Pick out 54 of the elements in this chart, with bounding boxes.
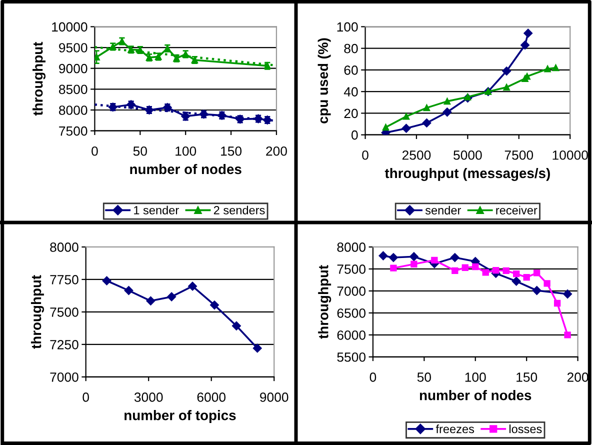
y-tick-label: 80 — [344, 44, 358, 54]
y-tick-label: 8500 — [59, 84, 88, 94]
x-tick-label: 150 — [221, 146, 242, 156]
x-tick-label: 0 — [370, 372, 376, 382]
x-axis-title: number of topics — [124, 410, 236, 423]
y-tick-label: 40 — [344, 87, 358, 96]
y-tick-label: 7000 — [50, 372, 78, 382]
x-tick-label: 50 — [417, 372, 431, 382]
y-tick-label: 7250 — [50, 340, 78, 350]
legend-label: sender — [425, 206, 461, 214]
y-tick-label: 6000 — [337, 330, 366, 340]
x-axis-title: number of nodes — [130, 164, 242, 174]
y-tick-label: 8000 — [50, 242, 78, 252]
y-tick-label: 7500 — [50, 308, 78, 317]
x-tick-label: 200 — [266, 146, 287, 156]
y-tick-label: 6500 — [337, 308, 366, 318]
legend-label: 2 senders — [214, 206, 265, 214]
x-tick-label: 200 — [567, 372, 588, 382]
y-axis-title: throughput — [318, 265, 332, 339]
y-tick-label: 7750 — [50, 275, 78, 284]
x-tick-label: 9000 — [260, 392, 288, 402]
y-tick-label: 9000 — [59, 64, 88, 74]
y-tick-label: 5500 — [337, 352, 366, 362]
x-tick-label: 10000 — [552, 150, 588, 160]
legend-label: freezes — [436, 424, 474, 434]
x-tick-label: 100 — [176, 146, 196, 156]
x-tick-label: 150 — [516, 372, 538, 382]
y-tick-label: 0 — [352, 130, 358, 140]
legend-label: 1 sender — [134, 206, 179, 214]
x-tick-label: 7500 — [504, 150, 534, 160]
legend-label: losses — [509, 424, 542, 434]
x-tick-label: 6000 — [197, 392, 226, 402]
y-tick-label: 7500 — [59, 126, 88, 136]
y-tick-label: 60 — [344, 66, 358, 75]
y-tick-label: 9500 — [59, 43, 88, 52]
y-tick-label: 7500 — [337, 264, 366, 274]
x-axis-title: number of nodes — [420, 390, 532, 400]
y-tick-label: 7000 — [337, 286, 366, 296]
y-tick-label: 8000 — [337, 242, 366, 252]
x-tick-label: 50 — [133, 146, 147, 156]
y-axis-title: cpu used (%) — [318, 38, 331, 124]
y-axis-title: throughput — [32, 42, 46, 116]
y-tick-label: 10000 — [52, 22, 88, 32]
x-tick-label: 3000 — [134, 392, 163, 402]
legend-label: receiver — [496, 206, 538, 214]
x-tick-label: 100 — [465, 372, 486, 382]
y-axis-title: throughput — [30, 275, 44, 349]
y-tick-label: 20 — [344, 108, 358, 118]
y-tick-label: 8000 — [59, 106, 88, 115]
x-tick-label: 2500 — [402, 150, 431, 160]
y-tick-label: 100 — [337, 22, 358, 32]
x-tick-label: 5000 — [454, 150, 482, 160]
x-tick-label: 0 — [92, 146, 98, 156]
x-axis-title: throughput (messages/s) — [384, 168, 550, 181]
